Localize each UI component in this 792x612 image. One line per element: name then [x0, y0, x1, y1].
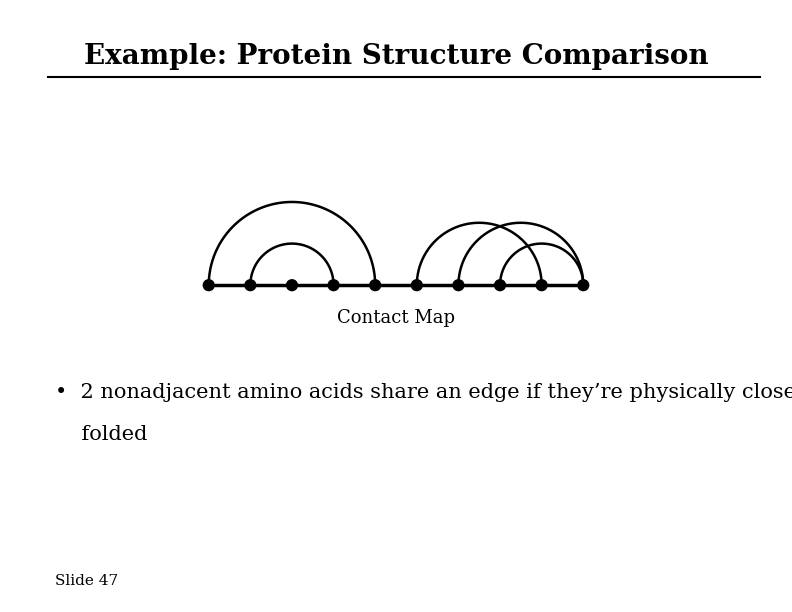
Circle shape [328, 280, 339, 291]
Circle shape [536, 280, 547, 291]
Circle shape [578, 280, 588, 291]
Text: folded: folded [55, 425, 148, 444]
Circle shape [204, 280, 214, 291]
Text: Slide 47: Slide 47 [55, 573, 119, 588]
Circle shape [411, 280, 422, 291]
Circle shape [370, 280, 381, 291]
Circle shape [287, 280, 297, 291]
Circle shape [453, 280, 464, 291]
Circle shape [495, 280, 505, 291]
Text: •  2 nonadjacent amino acids share an edge if they’re physically close when: • 2 nonadjacent amino acids share an edg… [55, 382, 792, 401]
Text: Example: Protein Structure Comparison: Example: Protein Structure Comparison [84, 43, 708, 70]
Text: Contact Map: Contact Map [337, 309, 455, 327]
Circle shape [245, 280, 256, 291]
